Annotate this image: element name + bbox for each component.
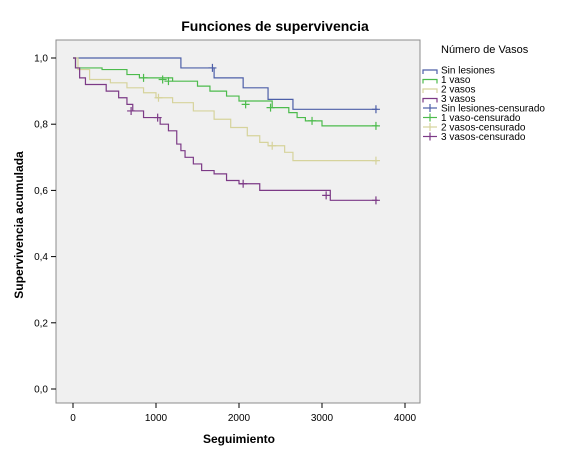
censor-mark xyxy=(127,106,136,115)
legend-label-censored: 1 vaso-censurado xyxy=(441,113,521,124)
censor-mark xyxy=(164,77,173,86)
y-axis-label: Supervivencia acumulada xyxy=(12,151,26,299)
y-tick-label: 1,0 xyxy=(34,54,48,65)
legend-label-censored: Sin lesiones-censurado xyxy=(441,104,545,115)
legend-title: Número de Vasos xyxy=(441,44,529,56)
censor-mark xyxy=(239,179,248,188)
censor-mark xyxy=(308,116,317,125)
legend-label: Sin lesiones xyxy=(441,66,495,77)
censor-mark xyxy=(371,105,380,114)
censor-mark xyxy=(371,156,380,165)
y-tick-label: 0,0 xyxy=(34,385,48,396)
censor-mark xyxy=(371,121,380,130)
x-tick-label: 2000 xyxy=(228,413,251,424)
y-tick-label: 0,6 xyxy=(34,186,48,197)
series-layer xyxy=(73,57,380,205)
chart-title: Funciones de supervivencia xyxy=(181,18,369,34)
censor-mark xyxy=(322,191,331,200)
plot-area xyxy=(55,39,421,404)
series-line-2 xyxy=(73,57,378,162)
x-tick-label: 1000 xyxy=(145,413,168,424)
x-axis-label: Seguimiento xyxy=(203,432,275,446)
legend-label-censored: 2 vasos-censurado xyxy=(441,123,526,134)
y-tick-label: 0,4 xyxy=(34,252,48,263)
x-tick-label: 3000 xyxy=(311,413,334,424)
legend-label: 2 vasos xyxy=(441,85,475,96)
legend-swatch-line xyxy=(422,97,438,103)
legend-swatch-line xyxy=(422,88,438,93)
y-tick-label: 0,2 xyxy=(34,318,48,329)
legend-swatch-line xyxy=(422,78,438,84)
series-line-3 xyxy=(73,57,378,201)
censor-mark xyxy=(371,196,380,205)
x-tick-label: 0 xyxy=(70,413,76,424)
censor-mark xyxy=(139,73,148,82)
series-line-0 xyxy=(73,57,378,110)
censor-mark xyxy=(154,93,163,102)
legend-label-censored: 3 vasos-censurado xyxy=(441,132,526,143)
censor-mark xyxy=(268,141,277,150)
censor-mark xyxy=(158,75,167,84)
axes: 0 1000 2000 3000 4000 0,0 0,2 0,4 0,6 0,8 1,0 xyxy=(34,54,416,425)
legend-label: 3 vasos xyxy=(441,94,475,105)
x-tick-label: 4000 xyxy=(394,413,417,424)
censor-mark xyxy=(266,103,275,112)
legend-label: 1 vaso xyxy=(441,75,471,86)
y-tick-label: 0,8 xyxy=(34,120,48,131)
censor-mark xyxy=(208,63,217,72)
censor-mark xyxy=(153,113,162,122)
series-line-1 xyxy=(73,57,378,127)
censor-mark xyxy=(241,100,250,109)
legend-swatch-line xyxy=(422,69,438,74)
